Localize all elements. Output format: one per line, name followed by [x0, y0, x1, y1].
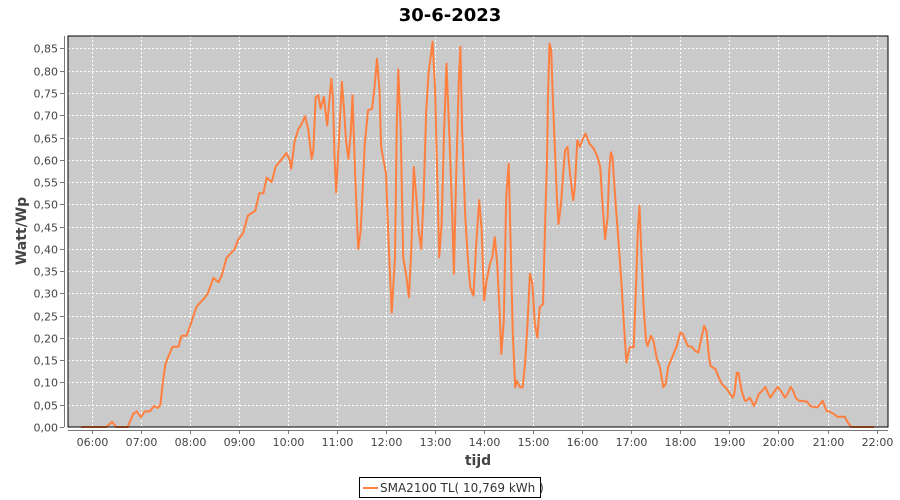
x-tick-label: 21:00 — [813, 436, 845, 449]
x-tick-label: 19:00 — [714, 436, 746, 449]
x-tick-label: 08:00 — [175, 436, 207, 449]
series-line — [81, 40, 875, 428]
y-tick-label: 0,50 — [34, 199, 59, 212]
x-tick-label: 11:00 — [322, 436, 354, 449]
x-tick-label: 13:00 — [420, 436, 452, 449]
legend-box — [359, 477, 541, 498]
x-tick-label: 09:00 — [224, 436, 256, 449]
y-tick-label: 0,35 — [34, 266, 59, 279]
y-tick-label: 0,25 — [34, 311, 59, 324]
y-tick-label: 0,55 — [34, 177, 59, 190]
x-tick-label: 18:00 — [665, 436, 697, 449]
x-tick-label: 10:00 — [273, 436, 305, 449]
y-axis-label: Watt/Wp — [14, 197, 30, 265]
y-tick-label: 0,60 — [34, 155, 59, 168]
legend: SMA2100 TL( 10,769 kWh ) — [359, 477, 544, 498]
y-tick-label: 0,30 — [34, 288, 59, 301]
x-tick-label: 14:00 — [469, 436, 501, 449]
y-tick-label: 0,65 — [34, 133, 59, 146]
x-tick-label: 20:00 — [763, 436, 795, 449]
x-tick-label: 06:00 — [77, 436, 109, 449]
x-tick-label: 22:00 — [862, 436, 894, 449]
y-tick-label: 0,85 — [34, 43, 59, 56]
y-tick-label: 0,15 — [34, 355, 59, 368]
y-tick-label: 0,40 — [34, 244, 59, 257]
x-axis-ticks: 06:00 07:00 08:00 09:00 10:00 11:00 12:00 13:00… — [77, 430, 894, 449]
y-tick-label: 0,45 — [34, 222, 59, 235]
y-tick-label: 0,75 — [34, 88, 59, 101]
y-tick-label: 0,20 — [34, 333, 59, 346]
y-tick-label: 0,70 — [34, 110, 59, 123]
y-tick-label: 0,10 — [34, 377, 59, 390]
y-axis-ticks: 0,00 0,05 0,10 0,15 0,20 0,25 0,30 0,35 0,40 0,45… — [34, 43, 64, 435]
plot-border — [67, 35, 889, 428]
x-tick-label: 16:00 — [567, 436, 599, 449]
x-tick-label: 07:00 — [126, 436, 158, 449]
y-tick-label: 0,05 — [34, 400, 59, 413]
y-tick-label: 0,00 — [34, 422, 59, 435]
legend-label: SMA2100 TL( 10,769 kWh ) — [380, 481, 544, 495]
x-tick-label: 12:00 — [371, 436, 403, 449]
x-tick-label: 17:00 — [616, 436, 648, 449]
chart-title: 30-6-2023 — [399, 5, 502, 26]
y-tick-label: 0,80 — [34, 66, 59, 79]
series-layer — [81, 40, 875, 428]
x-axis-label: tijd — [465, 453, 491, 469]
x-tick-label: 15:00 — [518, 436, 550, 449]
